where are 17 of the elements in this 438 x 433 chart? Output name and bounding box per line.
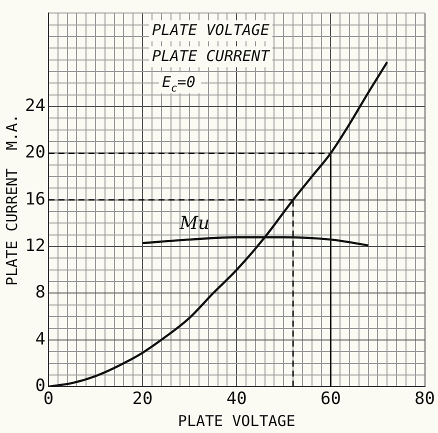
series-label: Mu <box>178 213 210 234</box>
y-tick-label: 16 <box>24 189 46 210</box>
x-tick-label: 80 <box>414 389 436 410</box>
y-axis-title: PLATE CURRENT M.A. <box>2 114 21 286</box>
x-axis-title: PLATE VOLTAGE <box>178 412 296 430</box>
annotation: PLATE CURRENT <box>152 47 270 66</box>
x-tick-label: 20 <box>132 389 153 410</box>
y-tick-label: 0 <box>35 376 46 396</box>
y-tick-label: 24 <box>24 96 46 116</box>
line-series <box>48 61 388 387</box>
x-tick-label: 60 <box>320 389 341 410</box>
x-tick-label: 40 <box>226 389 247 410</box>
y-tick-label: 12 <box>24 236 46 256</box>
annotation: PLATE VOLTAGE <box>152 21 270 40</box>
y-tick-label: 8 <box>35 282 46 303</box>
y-tick-label: 4 <box>35 329 46 350</box>
y-tick-label: 20 <box>24 142 46 163</box>
